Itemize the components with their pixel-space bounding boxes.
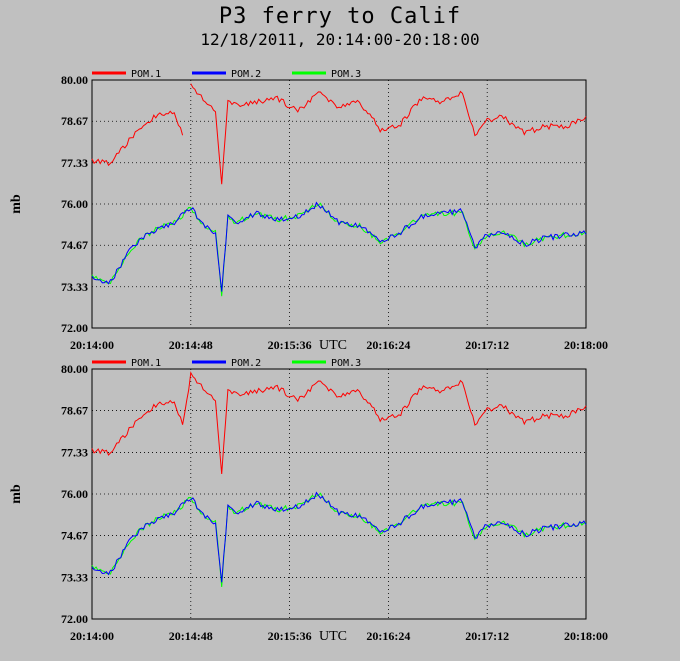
- x-tick-label: 20:15:36: [268, 629, 312, 643]
- series-line-pom-2: [91, 491, 587, 583]
- x-tick-label: 20:14:48: [169, 629, 213, 643]
- x-tick-label: 20:18:00: [564, 338, 608, 352]
- y-tick-label: 80.00: [61, 362, 88, 376]
- y-tick-label: 77.33: [61, 445, 88, 459]
- y-tick-label: 74.67: [61, 529, 88, 543]
- x-unit-label: UTC: [319, 629, 347, 644]
- plot-area: [91, 79, 587, 329]
- chart-title: P3 ferry to Calif: [218, 4, 462, 29]
- y-tick-label: 76.00: [61, 197, 88, 211]
- x-tick-label: 20:17:12: [465, 338, 509, 352]
- x-tick-label: 20:15:36: [268, 338, 312, 352]
- x-tick-label: 20:14:48: [169, 338, 213, 352]
- x-tick-label: 20:16:24: [366, 338, 410, 352]
- series-line-pom-3: [91, 492, 587, 588]
- chart-panel-2: 80.00 78.67 77.33 76.00 74.67 73.33 72.00 20:14…: [9, 358, 608, 644]
- legend-label: POM.1: [131, 69, 161, 80]
- legend-label: POM.2: [231, 69, 261, 80]
- series-line-pom-3: [91, 202, 587, 297]
- plot-area: [91, 368, 587, 620]
- y-tick-label: 74.67: [61, 238, 88, 252]
- x-tick-label: 20:14:00: [70, 629, 114, 643]
- y-tick-label: 80.00: [61, 73, 88, 87]
- chart-panel-1: 80.00 78.67 77.33 76.00 74.67 73.33 72.00 20:14…: [9, 69, 608, 353]
- y-tick-label: 72.00: [61, 612, 88, 626]
- chart-subtitle: 12/18/2011, 20:14:00-20:18:00: [200, 30, 480, 49]
- legend-label: POM.3: [331, 358, 361, 369]
- legend-label: POM.3: [331, 69, 361, 80]
- y-tick-label: 78.67: [61, 404, 88, 418]
- y-tick-label: 78.67: [61, 114, 88, 128]
- legend-label: POM.2: [231, 358, 261, 369]
- series-line-pom-1: [91, 371, 587, 475]
- series-line-pom-1: [91, 83, 587, 185]
- x-tick-label: 20:17:12: [465, 629, 509, 643]
- y-axis-label: mb: [9, 194, 24, 214]
- y-tick-label: 72.00: [61, 321, 88, 335]
- series-line-pom-2: [91, 201, 587, 292]
- y-axis-label: mb: [9, 484, 24, 504]
- x-tick-label: 20:14:00: [70, 338, 114, 352]
- x-tick-label: 20:18:00: [564, 629, 608, 643]
- x-unit-label: UTC: [319, 338, 347, 353]
- legend-label: POM.1: [131, 358, 161, 369]
- x-tick-label: 20:16:24: [366, 629, 410, 643]
- y-tick-label: 77.33: [61, 156, 88, 170]
- y-tick-label: 73.33: [61, 280, 88, 294]
- y-tick-label: 73.33: [61, 570, 88, 584]
- y-tick-label: 76.00: [61, 487, 88, 501]
